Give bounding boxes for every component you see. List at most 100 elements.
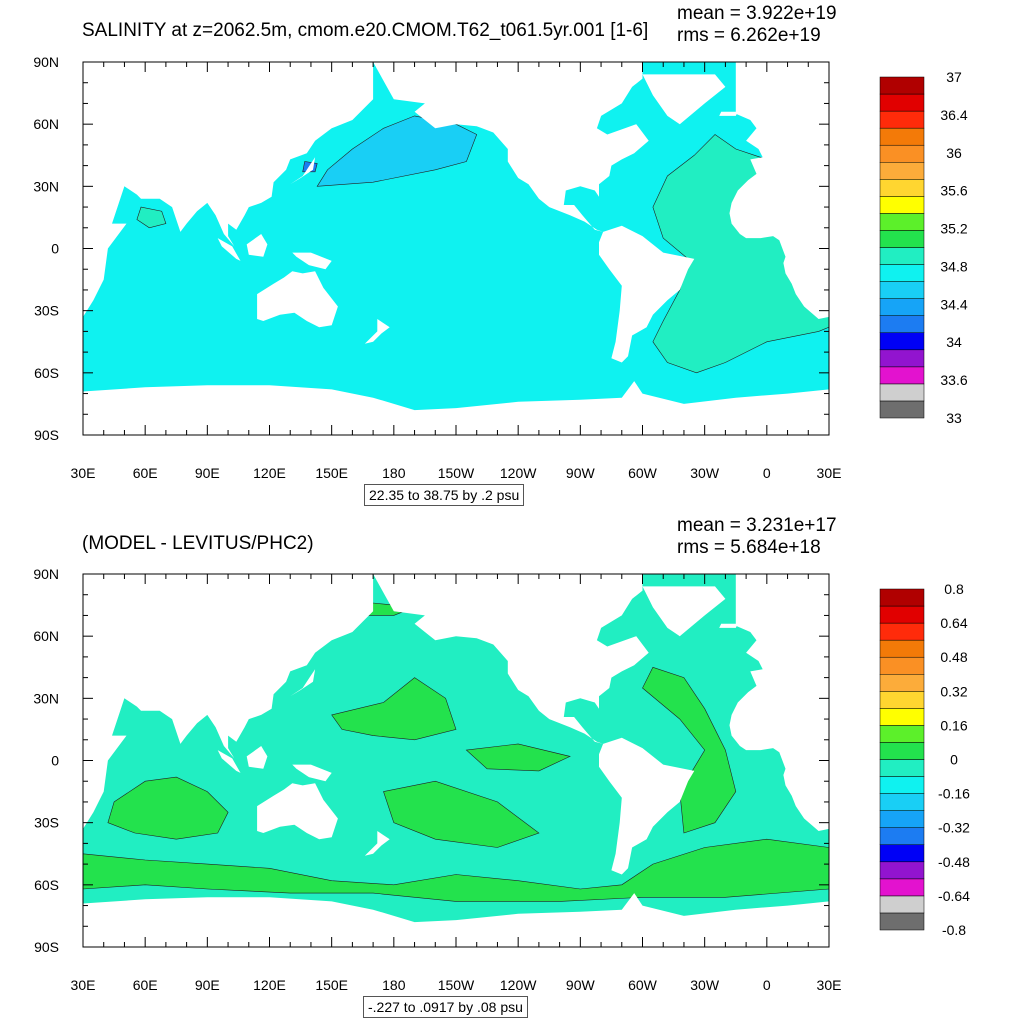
x-tick-label: 120E xyxy=(253,465,286,481)
y-tick-label: 60N xyxy=(33,628,59,644)
colorbar-swatch xyxy=(879,912,925,931)
colorbar-label: -0.32 xyxy=(938,820,970,836)
mean-value: mean = 3.231e+17 xyxy=(677,515,837,536)
contour-info-label: 22.35 to 38.75 by .2 psu xyxy=(364,484,525,506)
colorbar-swatch xyxy=(879,674,925,692)
x-tick-label: 30E xyxy=(817,977,842,993)
land-japan xyxy=(290,669,316,697)
colorbar-label: -0.64 xyxy=(938,888,970,904)
colorbar-label: 0.32 xyxy=(940,683,967,699)
colorbar-swatch xyxy=(879,742,925,760)
colorbar-swatch xyxy=(879,708,925,726)
rms-value: rms = 6.262e+19 xyxy=(677,25,821,46)
y-tick-label: 0 xyxy=(51,753,59,769)
south-pacific-positive-patch xyxy=(383,780,540,848)
colorbar-swatch xyxy=(879,76,925,95)
colorbar-swatch xyxy=(879,366,925,385)
land-new-guinea xyxy=(292,764,332,782)
y-tick-label: 30S xyxy=(34,815,59,831)
x-tick-label: 180 xyxy=(382,465,406,481)
colorbar-label: 0.64 xyxy=(940,615,967,631)
y-tick-label: 90N xyxy=(33,54,59,70)
y-tick-label: 30N xyxy=(33,690,59,706)
colorbar-swatch xyxy=(879,400,925,419)
land-japan xyxy=(290,157,316,185)
colorbar-swatch xyxy=(879,93,925,112)
colorbar: -0.8 -0.64 -0.48 -0.32 -0.16 0 0.16 0.32 0.48 0.6… xyxy=(879,581,970,938)
land-greenland xyxy=(642,586,726,637)
land-australia xyxy=(257,271,338,328)
colorbar-label: 0.8 xyxy=(944,581,964,597)
land-africa xyxy=(729,62,829,319)
y-tick-label: 60N xyxy=(33,116,59,132)
colorbar-label: 34.4 xyxy=(940,296,967,312)
colorbar-swatch xyxy=(879,759,925,777)
salinity-map-plot: 30E 60E 90E 120E 150E 180 150W 120W 90W 60W 30W 0 30… xyxy=(33,54,968,481)
colorbar-label: -0.8 xyxy=(942,922,966,938)
difference-map-plot: 30E 60E 90E 120E 150E 180 150W 120W 90W 60W 30W 0 30… xyxy=(33,566,970,993)
colorbar: 33 33.6 34 34.4 34.8 35.2 35.6 36 36.4 37 xyxy=(879,69,968,426)
salinity-panel: SALINITY at z=2062.5m, cmom.e20.CMOM.T62… xyxy=(33,3,968,506)
x-tick-label: 90W xyxy=(566,977,596,993)
colorbar-swatch xyxy=(879,298,925,316)
land-asia-europe xyxy=(83,574,374,829)
land-south-america xyxy=(599,225,695,363)
y-tick-label: 60S xyxy=(34,365,59,381)
x-tick-label: 30E xyxy=(817,465,842,481)
colorbar-label: 0 xyxy=(950,752,958,768)
x-tick-label: 90W xyxy=(566,465,596,481)
y-tick-label: 30S xyxy=(34,303,59,319)
x-tick-label: 60E xyxy=(133,465,158,481)
y-tick-label: 90S xyxy=(34,427,59,443)
land-antarctica xyxy=(83,893,829,947)
y-tick-label: 90S xyxy=(34,939,59,955)
mean-value: mean = 3.922e+19 xyxy=(677,3,837,24)
x-tick-label: 90E xyxy=(195,977,220,993)
land-south-america xyxy=(599,737,695,875)
chart-title: SALINITY at z=2062.5m, cmom.e20.CMOM.T62… xyxy=(82,20,649,41)
x-tick-label: 30E xyxy=(71,977,96,993)
y-tick-label: 0 xyxy=(51,241,59,257)
colorbar-label: -0.16 xyxy=(938,786,970,802)
x-tick-label: 90E xyxy=(195,465,220,481)
colorbar-swatch xyxy=(879,196,925,214)
colorbar-swatch xyxy=(879,383,925,402)
arabian-sea-patch xyxy=(136,206,167,229)
x-tick-label: 30W xyxy=(690,977,720,993)
colorbar-label: 37 xyxy=(946,69,962,85)
land-borneo xyxy=(246,746,268,769)
land-greenland xyxy=(642,74,726,125)
x-tick-label: 60E xyxy=(133,977,158,993)
land-new-zealand xyxy=(364,319,390,344)
colorbar-label: 34 xyxy=(946,334,962,350)
colorbar-swatch xyxy=(879,349,925,368)
y-tick-label: 30N xyxy=(33,178,59,194)
colorbar-label: 35.2 xyxy=(940,221,967,237)
land-new-guinea xyxy=(292,252,332,270)
x-tick-label: 60W xyxy=(628,465,658,481)
indian-ocean-positive-patch xyxy=(107,776,229,840)
x-tick-label: 60W xyxy=(628,977,658,993)
colorbar-swatch xyxy=(879,656,925,675)
colorbar-swatch xyxy=(879,162,925,180)
land-antarctica xyxy=(83,381,829,435)
land-north-america xyxy=(373,574,649,744)
land-africa xyxy=(729,574,829,831)
x-tick-label: 150E xyxy=(315,977,348,993)
x-tick-label: 150W xyxy=(438,977,475,993)
x-tick-label: 180 xyxy=(382,977,406,993)
x-tick-label: 120W xyxy=(500,977,537,993)
chart-title: (MODEL - LEVITUS/PHC2) xyxy=(82,533,314,554)
southern-ocean-positive-band xyxy=(83,838,829,902)
colorbar-label: 33 xyxy=(946,410,962,426)
land-sumatra xyxy=(217,238,241,261)
colorbar-swatch xyxy=(879,622,925,641)
colorbar-label: 0.48 xyxy=(940,649,967,665)
colorbar-swatch xyxy=(879,315,925,334)
atlantic-positive-patch xyxy=(642,666,737,834)
difference-panel: (MODEL - LEVITUS/PHC2) mean = 3.231e+17 … xyxy=(0,512,1024,1024)
colorbar-swatch xyxy=(879,793,925,811)
y-tick-label: 60S xyxy=(34,877,59,893)
colorbar-swatch xyxy=(879,691,925,709)
colorbar-label: 34.8 xyxy=(940,258,967,274)
